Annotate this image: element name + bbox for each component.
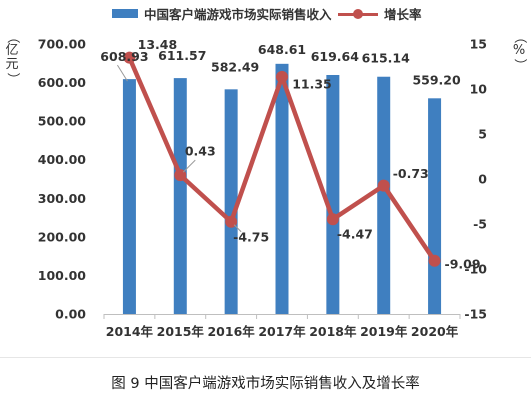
left-axis-tick-1: 100.00 xyxy=(38,268,87,283)
legend-item-revenue: 中国客户端游戏市场实际销售收入 xyxy=(112,4,332,23)
x-axis-label-0: 2014年 xyxy=(106,324,154,339)
revenue-bar-6 xyxy=(428,98,442,315)
revenue-bar-4 xyxy=(326,74,340,314)
x-axis-label-6: 2020年 xyxy=(411,324,459,339)
caption-divider xyxy=(0,357,531,358)
growth-value-label-2: -4.75 xyxy=(233,229,269,244)
growth-value-label-3: 11.35 xyxy=(292,76,332,91)
left-axis-tick-4: 400.00 xyxy=(38,152,87,167)
left-unit-close: ） xyxy=(5,72,20,86)
growth-value-label-1: 0.43 xyxy=(185,144,216,159)
legend-bar-swatch xyxy=(112,9,138,18)
revenue-value-label-0: 608.93 xyxy=(100,49,148,64)
x-axis-label-1: 2015年 xyxy=(157,324,205,339)
growth-point-5 xyxy=(377,179,390,192)
growth-value-label-6: -9.09 xyxy=(445,256,481,271)
revenue-bar-2 xyxy=(224,89,238,314)
right-unit-open: （ xyxy=(512,30,527,44)
left-axis-tick-0: 0.00 xyxy=(55,307,86,322)
right-axis-tick-4: 5 xyxy=(478,127,487,142)
growth-point-0 xyxy=(123,51,136,64)
chart-legend: 中国客户端游戏市场实际销售收入 增长率 xyxy=(0,4,531,24)
right-axis-unit: （ % ） xyxy=(511,30,527,72)
growth-value-label-0: 13.48 xyxy=(138,37,178,52)
left-axis-tick-6: 600.00 xyxy=(38,75,87,90)
right-axis-tick-0: -15 xyxy=(464,307,487,322)
growth-leader-line-1 xyxy=(233,224,242,233)
growth-leader-line-0 xyxy=(182,159,196,173)
right-unit-char: % xyxy=(512,43,526,58)
revenue-bar-0 xyxy=(122,79,136,314)
revenue-value-label-2: 582.49 xyxy=(211,59,259,74)
revenue-bar-1 xyxy=(173,78,187,315)
revenue-value-label-4: 619.64 xyxy=(311,49,360,64)
left-unit-char-2: 元 xyxy=(5,57,19,72)
right-axis-tick-3: 0 xyxy=(478,172,487,187)
right-axis-tick-5: 10 xyxy=(470,82,488,97)
right-axis-tick-2: -5 xyxy=(473,217,487,232)
left-unit-char-1: 亿 xyxy=(5,43,19,58)
revenue-value-label-6: 559.20 xyxy=(412,72,461,87)
left-axis-tick-3: 300.00 xyxy=(38,191,87,206)
x-axis-label-2: 2016年 xyxy=(207,324,255,339)
x-axis-label-4: 2018年 xyxy=(309,324,357,339)
figure-caption: 图 9 中国客户端游戏市场实际销售收入及增长率 xyxy=(111,376,420,392)
legend-item-growth: 增长率 xyxy=(338,4,422,23)
growth-point-6 xyxy=(428,254,441,267)
revenue-value-label-1: 611.57 xyxy=(158,48,206,63)
x-axis-label-5: 2019年 xyxy=(360,324,408,339)
left-unit-open: （ xyxy=(5,30,20,44)
x-axis-label-3: 2017年 xyxy=(258,324,306,339)
revenue-value-label-5: 615.14 xyxy=(362,51,411,66)
growth-point-4 xyxy=(326,213,339,226)
right-axis-tick-6: 15 xyxy=(470,37,487,52)
left-axis-unit: （ 亿 元 ） xyxy=(4,30,20,86)
legend-label-growth: 增长率 xyxy=(384,7,422,22)
growth-value-label-4: -4.47 xyxy=(337,227,373,242)
legend-label-revenue: 中国客户端游戏市场实际销售收入 xyxy=(144,7,332,22)
legend-line-swatch xyxy=(338,8,378,19)
right-unit-close: ） xyxy=(512,58,527,72)
left-axis-tick-5: 500.00 xyxy=(38,114,87,129)
left-axis-tick-7: 700.00 xyxy=(38,37,87,52)
left-axis-tick-2: 200.00 xyxy=(38,229,87,244)
growth-value-label-5: -0.73 xyxy=(393,166,429,181)
revenue-bar-3 xyxy=(275,63,289,315)
revenue-value-label-3: 648.61 xyxy=(258,42,306,57)
right-axis-tick-1: -10 xyxy=(464,262,487,277)
growth-point-3 xyxy=(276,70,288,83)
revenue-bar-5 xyxy=(377,76,391,314)
revenue-leader-line-0 xyxy=(117,64,128,82)
